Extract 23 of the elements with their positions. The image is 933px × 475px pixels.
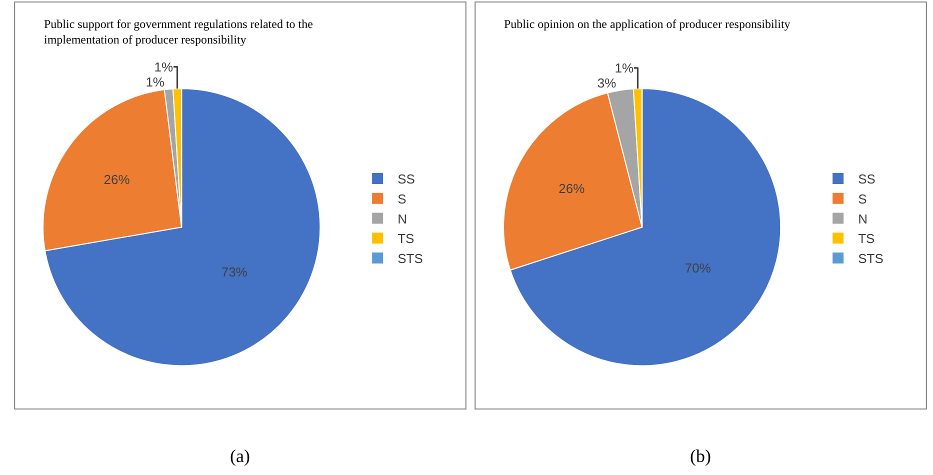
legend-label: N — [858, 211, 868, 226]
chart-title: Public support for government regulations related to the implementation of producer responsibility — [44, 17, 313, 47]
data-label: 1% — [146, 74, 165, 90]
legend-label: N — [398, 211, 407, 226]
text: (b) — [690, 446, 711, 466]
pie-slice — [44, 88, 321, 366]
legend-label: SS — [858, 172, 876, 187]
legend-label: S — [858, 191, 868, 206]
legend-label: TS — [858, 231, 876, 246]
chart-title: Public opinion on the application of producer responsibility — [504, 17, 790, 31]
data-label: 70% — [684, 260, 712, 276]
text: (a) — [230, 446, 250, 466]
legend-label: STS — [858, 251, 884, 266]
data-label: 26% — [558, 181, 586, 196]
data-label: 1% — [614, 60, 634, 76]
legend-label: SS — [398, 172, 416, 187]
legend-label: S — [398, 191, 407, 206]
legend-label: TS — [398, 231, 415, 246]
data-label: 1% — [154, 59, 174, 74]
data-label: 26% — [104, 172, 130, 187]
data-label: 73% — [221, 264, 248, 280]
data-label: 3% — [597, 75, 617, 90]
legend-label: STS — [398, 251, 424, 266]
